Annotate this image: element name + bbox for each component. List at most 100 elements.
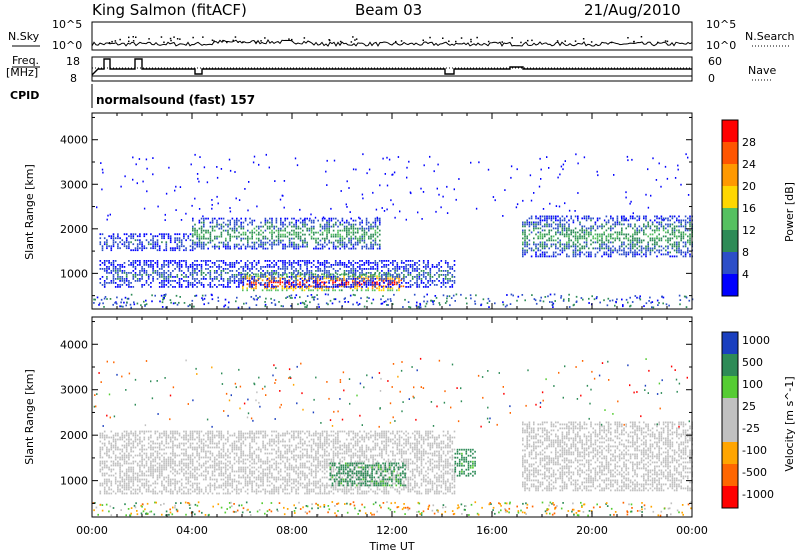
velocity-cell — [125, 470, 128, 473]
power-cell — [645, 245, 647, 248]
nsearch-point — [350, 41, 353, 43]
power-cell — [634, 233, 636, 236]
power-cell — [332, 287, 334, 290]
power-cell — [552, 255, 555, 258]
power-cell — [546, 217, 548, 220]
velocity-cell — [150, 454, 152, 457]
power-cell — [612, 245, 614, 248]
power-cell — [222, 260, 225, 262]
power-cell — [269, 231, 271, 234]
power-cell — [202, 272, 205, 274]
power-cell — [392, 268, 394, 270]
power-cell — [229, 286, 231, 288]
nsearch-point — [627, 37, 629, 39]
power-cell — [585, 237, 588, 240]
velocity-cell — [167, 446, 170, 449]
velocity-cell — [121, 454, 124, 457]
velocity-cell — [139, 474, 141, 477]
power-cell — [648, 300, 650, 302]
power-cell — [308, 285, 310, 288]
power-cell — [383, 266, 385, 268]
power-cell — [603, 247, 605, 250]
power-cell — [422, 266, 425, 268]
velocity-cell — [172, 458, 174, 461]
nsearch-point — [226, 41, 228, 44]
power-cell — [279, 260, 282, 262]
velocity-cell — [185, 476, 187, 479]
power-cell — [224, 262, 227, 264]
power-cell — [198, 235, 201, 238]
velocity-cell — [189, 480, 192, 483]
power-cell — [376, 247, 379, 250]
power-cell — [191, 272, 194, 274]
power-cell — [658, 229, 660, 232]
nsearch-point — [132, 36, 134, 38]
power-cell — [687, 247, 689, 250]
power-cell — [526, 223, 528, 226]
power-cell — [250, 281, 253, 284]
power-cell — [293, 223, 295, 226]
power-cell — [305, 287, 308, 290]
power-cell — [200, 243, 203, 246]
power-cell — [106, 239, 108, 242]
power-cell — [185, 286, 187, 288]
power-cell — [139, 235, 141, 238]
velocity-cell — [178, 454, 181, 457]
power-cell — [194, 223, 196, 226]
power-cell — [110, 272, 113, 274]
power-cell — [231, 274, 234, 276]
velocity-cell — [169, 456, 172, 459]
power-cell — [128, 272, 130, 274]
power-cell — [227, 231, 229, 234]
velocity-cell — [128, 466, 130, 469]
power-cell — [621, 231, 623, 234]
power-cell — [363, 305, 366, 308]
velocity-cell — [161, 480, 163, 483]
power-cell — [343, 275, 345, 278]
power-cell — [200, 270, 203, 272]
power-cell — [147, 264, 150, 266]
power-cell — [315, 266, 317, 268]
power-cell — [101, 233, 104, 236]
power-cell — [158, 268, 161, 270]
power-cell — [535, 243, 537, 246]
power-cell — [297, 219, 300, 222]
velocity-cell — [128, 484, 130, 487]
nsearch-point — [511, 37, 513, 39]
power-cell — [418, 276, 421, 278]
power-cell — [328, 274, 330, 276]
power-cell — [352, 260, 355, 262]
power-cell — [284, 272, 286, 274]
power-cell — [433, 284, 436, 286]
power-cell — [262, 274, 264, 276]
power-cell — [282, 247, 284, 250]
power-cell — [359, 239, 361, 242]
power-cell — [430, 299, 433, 302]
nsearch-point — [169, 37, 172, 40]
power-cell — [305, 300, 307, 303]
power-cell — [361, 245, 363, 248]
power-cell — [229, 278, 231, 280]
power-cell — [187, 305, 190, 308]
power-cell — [163, 297, 165, 299]
power-cell — [258, 225, 260, 228]
velocity-cell — [139, 478, 141, 481]
power-cell — [623, 219, 625, 222]
power-cell — [360, 297, 362, 300]
velocity-cell — [172, 472, 174, 475]
power-cell — [387, 273, 389, 276]
velocity-cell — [114, 432, 117, 435]
power-cell — [255, 229, 258, 232]
velocity-cell — [172, 482, 174, 485]
power-cell — [643, 217, 645, 220]
power-cell — [297, 275, 299, 278]
velocity-cell — [147, 488, 150, 491]
power-cell — [352, 219, 355, 222]
power-cell — [249, 286, 251, 288]
power-cell — [161, 264, 163, 266]
velocity-cell — [125, 478, 128, 481]
power-cell — [280, 235, 282, 238]
power-cell — [352, 266, 355, 268]
velocity-cell — [134, 478, 137, 481]
power-cell — [585, 231, 588, 234]
